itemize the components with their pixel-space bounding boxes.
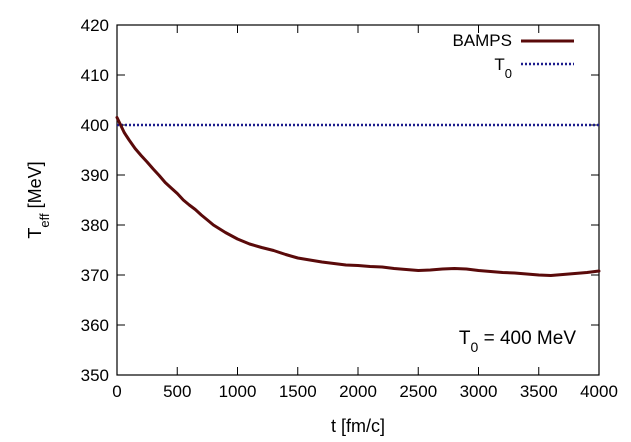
legend-label-bamps: BAMPS	[452, 31, 512, 50]
legend: BAMPS T0	[452, 31, 574, 81]
y-tick-label: 380	[81, 216, 109, 235]
y-tick-label: 370	[81, 266, 109, 285]
x-tick-label: 3500	[520, 382, 558, 401]
x-tick-label: 1500	[279, 382, 317, 401]
x-tick-label: 4000	[580, 382, 618, 401]
legend-label-t0: T0	[494, 55, 512, 81]
y-tick-label: 400	[81, 116, 109, 135]
plot-frame	[116, 24, 600, 376]
x-tick-label: 500	[163, 382, 191, 401]
x-tick-label: 2000	[339, 382, 377, 401]
x-axis-label: t [fm/c]	[331, 416, 385, 436]
y-tick-label: 360	[81, 316, 109, 335]
y-axis-label: Teff [MeV]	[25, 161, 52, 238]
y-tick-label: 410	[81, 66, 109, 85]
annotation: T0 = 400 MeV	[459, 328, 576, 355]
x-tick-label: 1000	[219, 382, 257, 401]
y-tick-label: 420	[81, 16, 109, 35]
x-tick-label: 3000	[460, 382, 498, 401]
series-line-bamps	[115, 116, 601, 277]
x-tick-label: 2500	[399, 382, 437, 401]
y-tick-label: 350	[81, 366, 109, 385]
x-tick-label: 0	[112, 382, 121, 401]
y-tick-label: 390	[81, 166, 109, 185]
